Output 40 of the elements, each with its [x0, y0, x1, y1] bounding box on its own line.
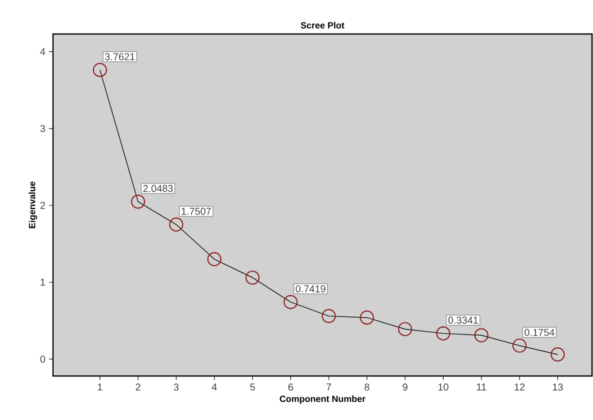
- x-tick-label: 11: [476, 384, 486, 390]
- x-tick-label: 13: [552, 384, 563, 391]
- x-tick-label: 6: [288, 384, 293, 391]
- x-axis-title: Component Number: [280, 395, 366, 404]
- x-tick-label: 12: [514, 384, 525, 390]
- y-tick-label: 3: [40, 125, 46, 132]
- x-tick-label: 4: [212, 384, 217, 390]
- point: [92, 62, 107, 78]
- x-tick-label: 1: [98, 384, 102, 390]
- point: [398, 322, 412, 336]
- y-tick-label: 1: [40, 278, 46, 286]
- data-label: 3.7621: [104, 53, 135, 60]
- y-tick-label: 0: [40, 356, 46, 363]
- y-tick-label: 4: [40, 48, 46, 56]
- x-tick-label: 10: [438, 384, 448, 391]
- data-label: 0.1754: [524, 328, 554, 336]
- point: [512, 338, 527, 353]
- x-tick-label: 5: [250, 384, 255, 390]
- point: [550, 347, 565, 362]
- data-label: 0.3341: [448, 316, 478, 324]
- point: [207, 252, 222, 266]
- x-tick-label: 7: [326, 384, 332, 390]
- data-label: 1.7507: [182, 208, 211, 215]
- point: [284, 295, 298, 310]
- point: [169, 217, 184, 232]
- data-label: 2.0483: [143, 184, 173, 192]
- y-tick-label: 2: [40, 202, 45, 209]
- point: [245, 270, 260, 285]
- point: [322, 309, 336, 324]
- x-tick-label: 8: [364, 384, 370, 391]
- point: [436, 326, 450, 340]
- data-label: 0.7419: [296, 285, 326, 292]
- point: [360, 310, 374, 325]
- x-tick-label: 9: [402, 384, 408, 391]
- chart-title: Scree Plot: [300, 22, 344, 29]
- x-tick-label: 2: [136, 384, 140, 390]
- point: [474, 328, 488, 342]
- point: [131, 194, 146, 209]
- x-tick-label: 3: [174, 384, 179, 391]
- y-axis-title: Eigenvalue: [28, 182, 38, 228]
